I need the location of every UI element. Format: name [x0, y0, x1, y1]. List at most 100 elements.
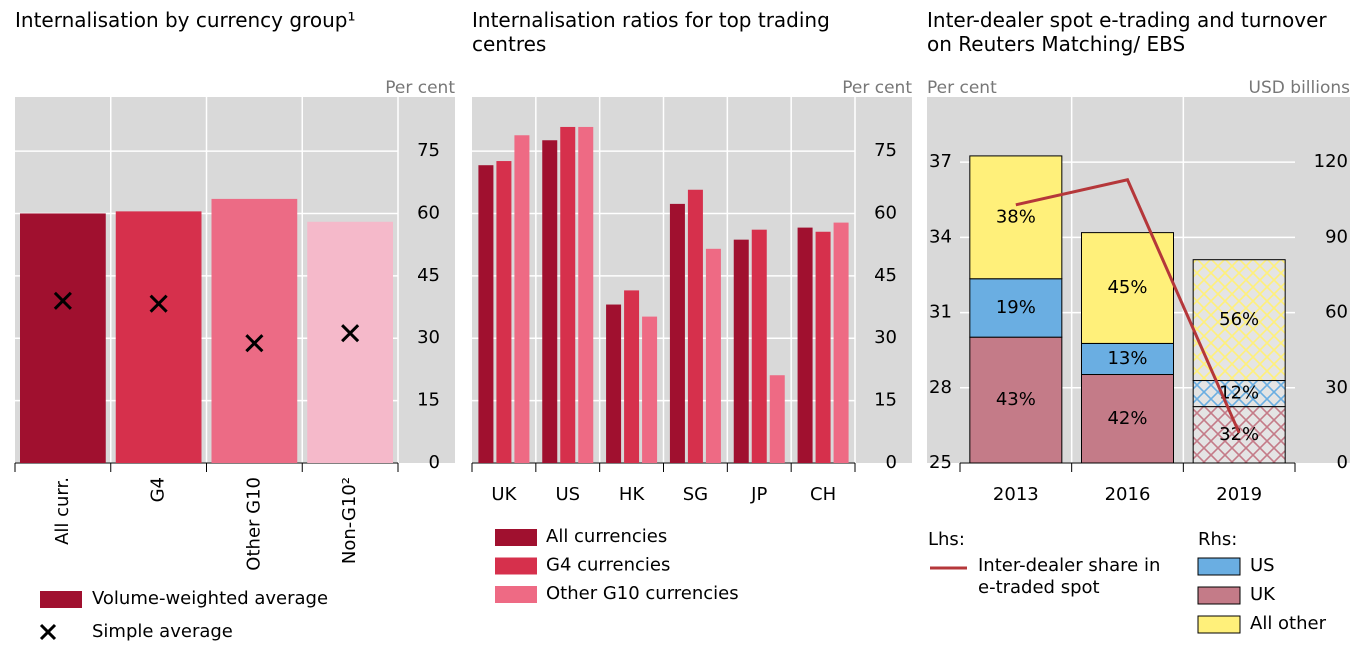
stacked-bar [1192, 406, 1286, 464]
bar [642, 316, 658, 463]
bar [833, 222, 849, 463]
marker [53, 291, 72, 310]
legend-swatch [495, 529, 537, 546]
bar [606, 304, 622, 463]
bar [624, 290, 640, 463]
y-tick-label: 75 [874, 140, 897, 161]
stacked-bar [969, 155, 1063, 280]
x-tick-label: HK [619, 484, 646, 505]
bar-label: 12% [1219, 383, 1259, 404]
x-tick-label: 2019 [1216, 484, 1262, 505]
chart-title: Internalisation by currency group¹ [15, 8, 356, 32]
stacked-bar [1192, 380, 1286, 408]
unit-label: Per cent [927, 78, 997, 98]
bar [307, 221, 393, 463]
legend-label: Volume-weighted average [92, 588, 328, 609]
y-tick-label: 75 [417, 140, 440, 161]
y-tick-label: 30 [874, 327, 897, 348]
x-tick-label: 2013 [993, 484, 1039, 505]
y-tick-label: 31 [929, 302, 952, 323]
marker [149, 294, 168, 313]
y-tick-label: 0 [886, 452, 897, 473]
x-tick-label: CH [810, 484, 836, 505]
bar [478, 165, 494, 463]
bar [815, 231, 831, 463]
unit-label: Per cent [842, 78, 912, 98]
y-tick-label: 25 [929, 452, 952, 473]
y-tick-label: 37 [929, 151, 952, 172]
bar [578, 126, 594, 463]
bar-label: 42% [1107, 408, 1147, 429]
y2-tick-label: 0 [1337, 452, 1348, 473]
legend-swatch [1197, 615, 1241, 634]
unit-label: USD billions [1249, 78, 1351, 98]
bar-label: 13% [1107, 348, 1147, 369]
marker [245, 334, 264, 353]
legend-swatch [1197, 557, 1241, 576]
legend-label: Inter-dealer share in e-traded spot [978, 555, 1161, 598]
bar-label: 38% [996, 206, 1036, 227]
marker [39, 623, 57, 641]
x-tick-label: JP [750, 484, 767, 505]
stacked-bar [969, 278, 1063, 338]
legend-swatch [40, 591, 82, 608]
y2-tick-label: 90 [1325, 226, 1348, 247]
stacked-bar [969, 336, 1063, 464]
y-tick-label: 0 [429, 452, 440, 473]
stacked-bar [1081, 342, 1174, 376]
bar [542, 140, 558, 463]
bar [514, 135, 530, 463]
y2-tick-label: 60 [1325, 302, 1348, 323]
legend-label: Simple average [92, 621, 233, 642]
bar [687, 189, 703, 463]
bar [560, 126, 576, 463]
bar [769, 375, 785, 463]
legend-label: UK [1250, 584, 1276, 605]
y-tick-label: 30 [417, 327, 440, 348]
x-tick-label: 2016 [1105, 484, 1151, 505]
legend-label: Other G10 currencies [546, 583, 739, 604]
bar [705, 248, 721, 463]
y-tick-label: 45 [417, 265, 440, 286]
y2-tick-label: 30 [1325, 377, 1348, 398]
y-tick-label: 34 [929, 226, 952, 247]
y-tick-label: 45 [874, 265, 897, 286]
legend-header: Lhs: [928, 529, 965, 550]
bar [797, 227, 813, 463]
bar-label: 43% [996, 389, 1036, 410]
line [1015, 177, 1241, 434]
bar-label: 32% [1219, 424, 1259, 445]
x-tick-label: All curr. [52, 477, 73, 545]
bar-label: 19% [996, 297, 1036, 318]
x-tick-label: G4 [148, 477, 169, 502]
legend-swatch [495, 557, 537, 575]
bar [20, 213, 106, 463]
bar [733, 239, 749, 463]
y-tick-label: 15 [417, 390, 440, 411]
bar [669, 203, 685, 463]
x-tick-label: US [555, 484, 580, 505]
bar-label: 45% [1107, 277, 1147, 298]
bar-label: 56% [1219, 309, 1259, 330]
chart-title: Internalisation ratios for top trading c… [472, 8, 830, 56]
legend-swatch [1197, 586, 1241, 605]
legend-label: All other [1250, 613, 1327, 634]
legend-header: Rhs: [1198, 529, 1237, 550]
bar [751, 229, 767, 463]
x-tick-label: Other G10 [243, 477, 264, 571]
y2-tick-label: 120 [1314, 151, 1348, 172]
x-tick-label: SG [683, 484, 708, 505]
y-tick-label: 60 [874, 202, 897, 223]
legend-label: US [1250, 555, 1275, 576]
legend-label: All currencies [546, 526, 667, 547]
bar [211, 198, 298, 464]
y-tick-label: 28 [929, 377, 952, 398]
bar [496, 161, 512, 464]
bar [115, 211, 202, 463]
marker [341, 324, 360, 343]
x-tick-label: Non-G10² [339, 477, 360, 564]
legend-label: G4 currencies [546, 555, 670, 576]
y-tick-label: 15 [874, 390, 897, 411]
